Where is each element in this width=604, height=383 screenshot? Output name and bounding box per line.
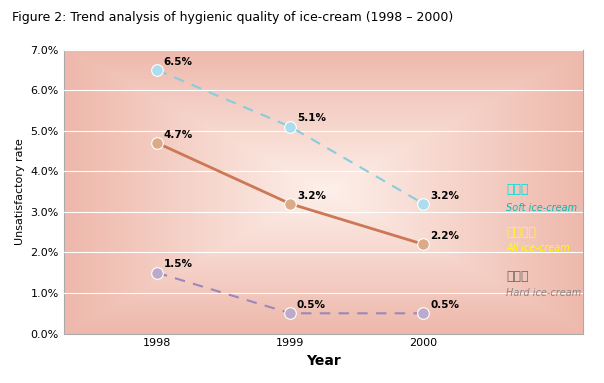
Text: 0.5%: 0.5%	[297, 300, 326, 310]
Point	[152, 67, 162, 73]
Y-axis label: Unsatisfactory rate: Unsatisfactory rate	[15, 138, 25, 245]
Text: 0.5%: 0.5%	[430, 300, 459, 310]
X-axis label: Year: Year	[306, 354, 341, 368]
Text: 3.2%: 3.2%	[430, 190, 459, 201]
Text: 1.5%: 1.5%	[164, 260, 193, 270]
Point	[286, 201, 295, 207]
Text: 軟雪粕: 軟雪粕	[506, 183, 528, 196]
Point	[286, 310, 295, 316]
Point	[152, 140, 162, 146]
Text: 4.7%: 4.7%	[164, 130, 193, 140]
Point	[419, 201, 428, 207]
Text: 3.2%: 3.2%	[297, 190, 326, 201]
Text: 所有雪粼: 所有雪粼	[506, 226, 536, 239]
Text: Hard ice-cream: Hard ice-cream	[506, 288, 581, 298]
Point	[419, 310, 428, 316]
Text: Soft ice-cream: Soft ice-cream	[506, 203, 577, 213]
Text: 硬雪粼: 硬雪粼	[506, 270, 528, 283]
Point	[152, 270, 162, 276]
Text: 6.5%: 6.5%	[164, 57, 193, 67]
Point	[286, 124, 295, 130]
Point	[419, 241, 428, 247]
Bar	[64, 334, 583, 342]
Text: All ice-cream: All ice-cream	[506, 244, 570, 254]
Text: 2.2%: 2.2%	[430, 231, 459, 241]
Text: Figure 2: Trend analysis of hygienic quality of ice-cream (1998 – 2000): Figure 2: Trend analysis of hygienic qua…	[12, 11, 454, 25]
Text: 5.1%: 5.1%	[297, 113, 326, 123]
